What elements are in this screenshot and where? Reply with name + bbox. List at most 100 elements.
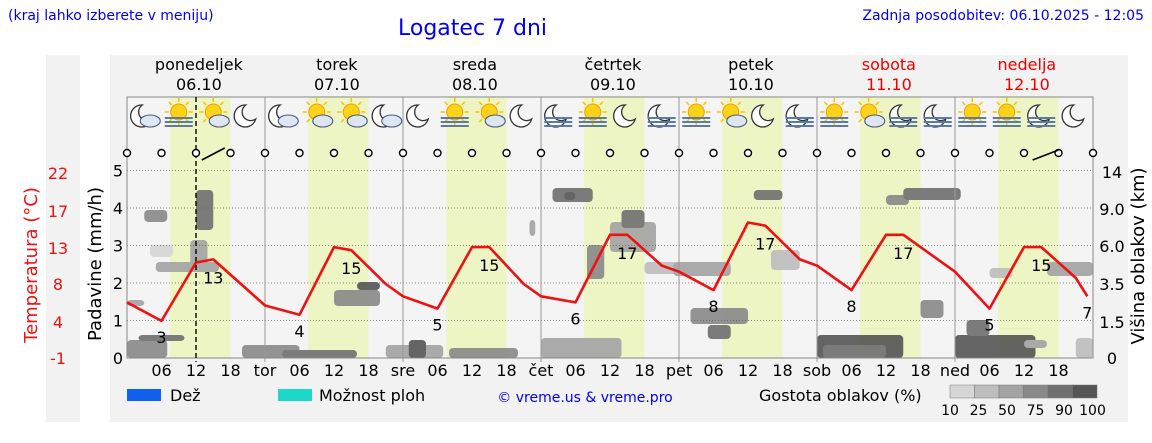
cloud-block xyxy=(621,210,645,228)
moon-fog-icon xyxy=(889,104,918,128)
cloud-height-tick: 1.5 xyxy=(1099,313,1124,332)
hour-tick: 18 xyxy=(358,361,378,380)
day-short-label: sob xyxy=(803,361,831,380)
day-date: 08.10 xyxy=(452,75,498,94)
moon-icon xyxy=(233,104,257,128)
calm-wind-icon xyxy=(329,148,339,158)
temperature-tick: 4 xyxy=(53,313,63,332)
day-name: četrtek xyxy=(584,55,642,74)
day-date: 12.10 xyxy=(1004,75,1050,94)
hour-tick: 18 xyxy=(910,361,930,380)
weather-icons xyxy=(130,98,1085,128)
cloud-density-value: 10 xyxy=(941,403,959,419)
cloud-block xyxy=(282,350,357,358)
calm-wind-icon xyxy=(881,148,891,158)
temperature-label: 15 xyxy=(1031,256,1051,275)
temperature-label: 6 xyxy=(570,309,580,328)
daylight-band xyxy=(998,97,1059,358)
calm-wind-icon xyxy=(122,148,132,158)
hour-tick: 12 xyxy=(738,361,758,380)
location-menu-note[interactable]: (kraj lahko izberete v meniju) xyxy=(8,8,214,24)
daylight-band xyxy=(860,97,921,358)
cloud-density-value: 75 xyxy=(1027,403,1045,419)
page-title: Logatec 7 dni xyxy=(398,16,548,41)
cloud-block xyxy=(644,262,679,274)
day-name: sobota xyxy=(862,55,916,74)
hour-tick: 06 xyxy=(565,361,585,380)
hour-tick: 18 xyxy=(634,361,654,380)
cloud-block xyxy=(127,340,168,358)
sun-cloud-icon xyxy=(302,98,334,128)
cloud-block xyxy=(529,220,536,236)
calm-wind-icon xyxy=(1019,148,1029,158)
precipitation-tick: 1 xyxy=(113,312,123,331)
wind-barb-icon xyxy=(201,147,226,161)
day-date: 11.10 xyxy=(866,75,912,94)
calm-wind-icon xyxy=(847,148,856,158)
cloud-density-value: 50 xyxy=(998,403,1016,419)
precipitation-axis-title: Padavine (mm/h) xyxy=(85,187,106,341)
calm-wind-icon xyxy=(812,148,822,158)
cloud-density-legend-title: Gostota oblakov (%) xyxy=(759,386,922,405)
sun-fog-icon xyxy=(578,98,607,127)
cloud-height-tick: 3.5 xyxy=(1099,275,1124,294)
calm-wind-icon xyxy=(467,148,477,158)
moon-icon xyxy=(751,104,775,128)
cloud-density-swatch xyxy=(1072,384,1098,399)
hour-tick: 12 xyxy=(876,361,896,380)
cloud-block xyxy=(903,188,961,200)
calm-wind-icon xyxy=(398,148,408,158)
cloud-block xyxy=(564,192,576,200)
sun-cloud-icon xyxy=(199,98,230,128)
cloud-height-tick: 0 xyxy=(1107,349,1117,368)
cloud-density-value: 25 xyxy=(970,403,988,419)
wind-row xyxy=(122,147,1098,161)
day-date: 06.10 xyxy=(176,75,222,94)
hour-tick: 18 xyxy=(496,361,516,380)
precipitation-tick: 4 xyxy=(113,199,123,218)
cloud-block xyxy=(610,222,656,252)
temperature-tick: 22 xyxy=(48,164,68,183)
calm-wind-icon xyxy=(778,148,787,158)
cloud-block xyxy=(541,338,622,358)
calm-wind-icon xyxy=(433,148,442,158)
cloud-height-tick: 14 xyxy=(1102,163,1122,182)
hour-tick: 06 xyxy=(979,361,999,380)
cloud-block xyxy=(920,300,944,318)
temperature-label: 17 xyxy=(617,244,637,263)
hour-tick: 18 xyxy=(1048,361,1068,380)
temperature-label: 8 xyxy=(708,297,718,316)
cloud-density-swatch xyxy=(998,384,1024,399)
moon-icon xyxy=(613,104,637,128)
hour-tick: 06 xyxy=(703,361,723,380)
moon-fog-icon xyxy=(785,104,814,128)
temperature-label: 15 xyxy=(341,259,361,278)
day-date: 10.10 xyxy=(728,75,774,94)
cloud-block xyxy=(886,195,909,205)
sun-cloud-icon xyxy=(716,98,748,128)
sun-fog-icon xyxy=(958,98,987,127)
sun-fog-icon xyxy=(164,98,193,127)
hour-tick: 18 xyxy=(772,361,792,380)
precipitation-tick: 0 xyxy=(113,349,123,368)
hour-tick: 12 xyxy=(462,361,482,380)
grid-lines xyxy=(126,96,1094,362)
cloud-density-swatch xyxy=(949,384,975,399)
cloud-density-swatch xyxy=(1047,384,1073,399)
day-short-label: sre xyxy=(391,361,415,380)
day-name: sreda xyxy=(453,55,497,74)
day-name: petek xyxy=(728,55,774,74)
temperature-label: 7 xyxy=(1082,303,1092,322)
precipitation-tick: 5 xyxy=(113,162,123,181)
calm-wind-icon xyxy=(226,148,235,158)
legend: Dež Možnost ploh © vreme.us & vreme.pro Gos… xyxy=(127,384,1106,419)
moon-icon xyxy=(1061,104,1085,128)
temperature-tick: 8 xyxy=(53,275,63,294)
cloud-block xyxy=(144,210,168,222)
sun-fog-icon xyxy=(820,98,849,127)
temperature-tick: -1 xyxy=(50,349,66,368)
cloud-block xyxy=(449,348,518,358)
cloud-density-swatch xyxy=(974,384,1000,399)
day-short-label: čet xyxy=(529,361,554,380)
